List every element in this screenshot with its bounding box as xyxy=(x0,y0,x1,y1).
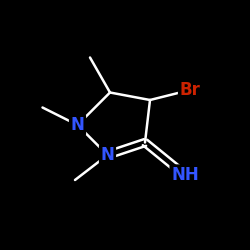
Text: Br: Br xyxy=(180,81,201,99)
Text: N: N xyxy=(100,146,114,164)
Text: N: N xyxy=(70,116,85,134)
Text: NH: NH xyxy=(171,166,199,184)
